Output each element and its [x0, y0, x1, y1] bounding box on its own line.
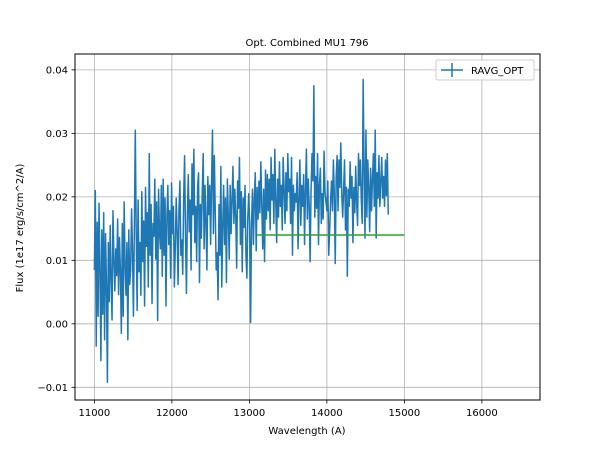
- y-axis-label: Flux (1e17 erg/s/cm^2/A): [15, 164, 26, 293]
- series-line-ravg-opt: [93, 78, 389, 383]
- x-tick-label: 16000: [466, 408, 498, 419]
- y-tick-label: 0.04: [46, 65, 68, 76]
- legend-label: RAVG_OPT: [471, 66, 524, 77]
- x-tick-label: 11000: [78, 408, 110, 419]
- y-tick-label: 0.00: [46, 319, 68, 330]
- x-tick-label: 12000: [156, 408, 188, 419]
- y-tick-label: 0.01: [46, 256, 68, 267]
- legend: RAVG_OPT: [435, 59, 535, 81]
- legend-box: [435, 59, 535, 81]
- data-layer: [93, 78, 405, 383]
- x-axis-label: Wavelength (A): [268, 426, 345, 437]
- chart-title: Opt. Combined MU1 796: [245, 38, 368, 49]
- grid: [75, 54, 540, 400]
- axes-frame: [74, 53, 541, 401]
- x-tick-label: 14000: [311, 408, 343, 419]
- y-tick-label: −0.01: [37, 383, 68, 394]
- x-tick-label: 13000: [233, 408, 265, 419]
- y-axis-ticks: −0.01 0.00 0.01 0.02 0.03 0.04: [37, 65, 75, 394]
- x-tick-label: 15000: [388, 408, 420, 419]
- y-tick-label: 0.02: [46, 192, 68, 203]
- x-axis-ticks: 11000 12000 13000 14000 15000 16000: [78, 400, 498, 419]
- plot-area: [74, 53, 541, 401]
- y-tick-label: 0.03: [46, 129, 68, 140]
